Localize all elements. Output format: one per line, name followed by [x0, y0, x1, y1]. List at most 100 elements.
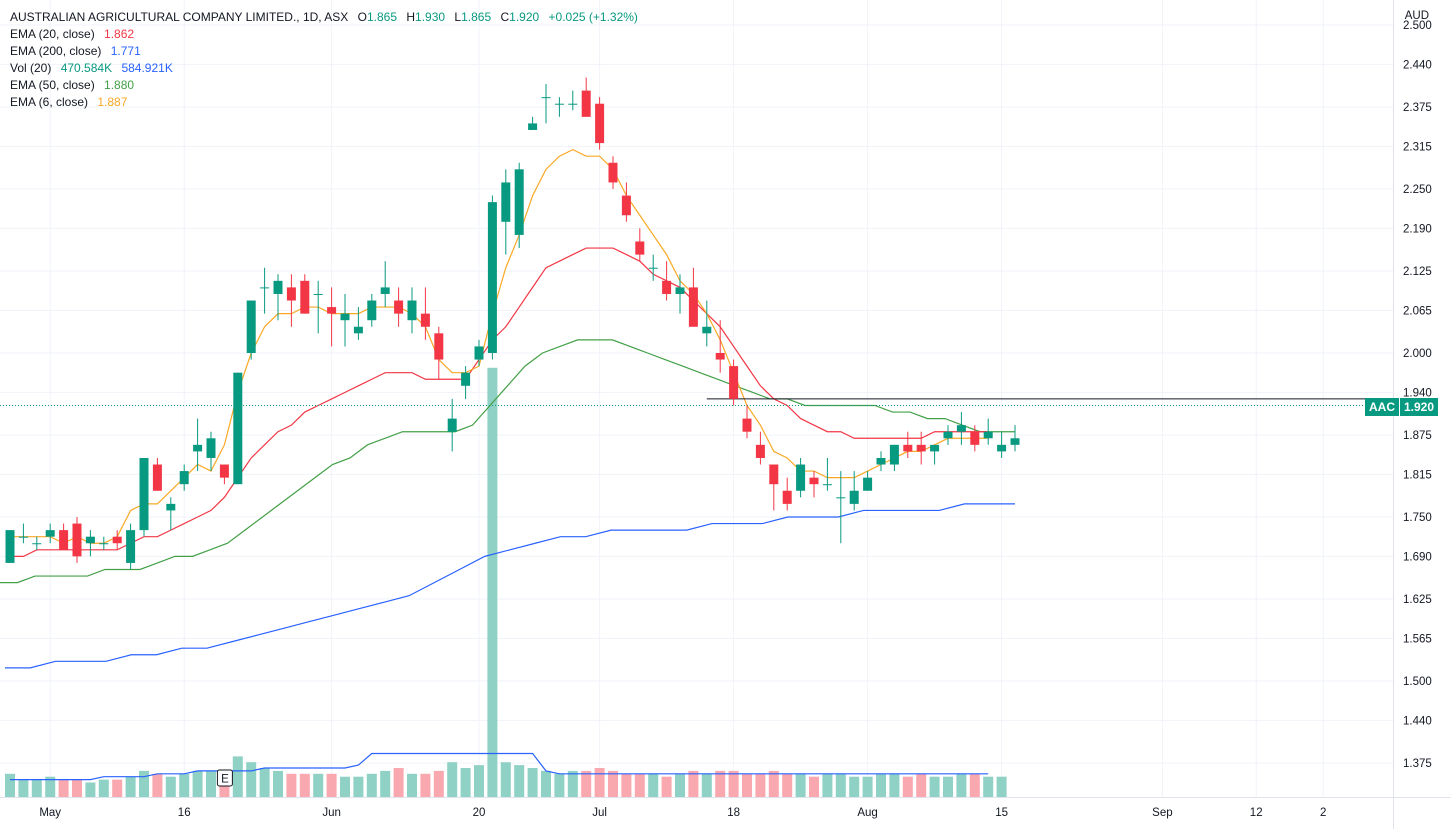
- volume-bar: [420, 773, 431, 797]
- volume-bar: [889, 773, 900, 797]
- legend-volume[interactable]: Vol (20) 470.584K 584.921K: [10, 60, 644, 77]
- ema200-line: [5, 503, 1015, 669]
- volume-bar: [152, 773, 163, 797]
- indicator-label: EMA (50, close): [10, 78, 95, 92]
- ohlc-close: C1.920: [500, 10, 540, 24]
- candle-body: [621, 195, 631, 216]
- volume-bar: [313, 773, 324, 797]
- candle-body: [246, 300, 256, 353]
- price-tick-label: 2.000: [1403, 348, 1432, 360]
- price-tick-label: 1.940: [1403, 387, 1432, 399]
- candle-body: [367, 300, 377, 321]
- indicator-value: 1.771: [110, 44, 141, 58]
- candle-body: [233, 372, 243, 485]
- volume-bar: [366, 773, 377, 797]
- time-tick-label: 18: [727, 807, 740, 819]
- candle-body: [930, 444, 940, 452]
- ohlc-high: H1.930: [406, 10, 446, 24]
- time-tick-label: Sep: [1152, 807, 1172, 819]
- candle-body: [5, 530, 15, 563]
- price-tick-label: 2.440: [1403, 59, 1432, 71]
- candle-body: [179, 471, 189, 485]
- volume-bar: [916, 773, 927, 797]
- candle-body: [688, 287, 698, 327]
- volume-bar: [460, 768, 471, 797]
- candle-body: [541, 97, 551, 99]
- candle-body: [99, 543, 109, 545]
- legend-ema200[interactable]: EMA (200, close) 1.771: [10, 43, 644, 60]
- volume-bar: [648, 773, 659, 797]
- price-tick-label: 2.190: [1403, 223, 1432, 235]
- indicator-label: EMA (20, close): [10, 27, 95, 41]
- price-tick-label: 1.375: [1403, 758, 1432, 770]
- ohlc-open: O1.865: [357, 10, 398, 24]
- candle-body: [635, 241, 645, 255]
- price-tick-label: 1.500: [1403, 676, 1432, 688]
- candle-body: [715, 353, 725, 360]
- volume-bar: [139, 770, 149, 797]
- candle-body: [72, 523, 82, 557]
- candle-body: [876, 457, 886, 465]
- candle-body: [1010, 438, 1020, 445]
- last-price-tag: AAC 1.920: [1365, 398, 1439, 416]
- indicator-label: EMA (6, close): [10, 95, 89, 109]
- ema50-line: [0, 339, 1015, 584]
- candle-body: [353, 326, 363, 334]
- volume-bar: [862, 776, 873, 797]
- volume-bar: [286, 773, 297, 797]
- volume-bar: [594, 768, 605, 797]
- legend-ema6[interactable]: EMA (6, close) 1.887: [10, 94, 644, 111]
- candle-body: [822, 484, 832, 486]
- legend-ema20[interactable]: EMA (20, close) 1.862: [10, 26, 644, 43]
- candle-body: [648, 267, 658, 269]
- volume-bar: [567, 770, 578, 797]
- price-tick-label: 1.875: [1403, 430, 1432, 442]
- volume-bar: [273, 770, 283, 797]
- candle-body: [970, 431, 980, 445]
- candle-body: [608, 162, 618, 183]
- candle-body: [327, 307, 337, 314]
- price-tick-label: 2.375: [1403, 102, 1432, 114]
- volume-bar: [742, 773, 752, 797]
- candle-body: [59, 530, 69, 550]
- earnings-marker: [216, 769, 233, 787]
- candle-body: [447, 418, 457, 432]
- volume-bar: [206, 770, 216, 797]
- candle-body: [85, 536, 95, 544]
- candle-body: [903, 444, 913, 452]
- candle-body: [501, 182, 511, 222]
- volume-bar: [18, 779, 29, 797]
- candle-body: [863, 477, 873, 491]
- volume-bar: [433, 770, 444, 797]
- candle-body: [755, 444, 765, 458]
- ohlc-low: L1.865: [454, 10, 492, 24]
- volume-bar: [782, 773, 793, 797]
- candle-body: [380, 287, 390, 294]
- candle-body: [514, 169, 524, 235]
- candle-body: [139, 457, 149, 531]
- volume-bar: [608, 770, 618, 797]
- volume-bar: [943, 776, 953, 797]
- candle-body: [554, 103, 564, 105]
- volume-bar: [715, 770, 726, 797]
- volume-bar: [527, 768, 538, 797]
- candle-body: [152, 464, 162, 491]
- volume-bar: [675, 773, 685, 797]
- candle-body: [782, 490, 792, 504]
- volume-bar: [500, 762, 511, 797]
- ohlc-change: +0.025 (+1.32%): [548, 10, 638, 24]
- time-tick-label: Jul: [592, 807, 607, 819]
- indicator-value: 1.887: [97, 95, 128, 109]
- symbol-title: AUSTRALIAN AGRICULTURAL COMPANY LIMITED.…: [10, 10, 349, 24]
- legend-ema50[interactable]: EMA (50, close) 1.880: [10, 77, 644, 94]
- volume-bar: [5, 773, 15, 797]
- volume-bar: [996, 776, 1007, 797]
- candle-body: [568, 103, 578, 105]
- candle-body: [193, 444, 203, 452]
- indicator-value: 1.862: [104, 27, 135, 41]
- candle-body: [729, 366, 739, 399]
- candle-body: [340, 313, 350, 321]
- volume-bar: [902, 776, 913, 797]
